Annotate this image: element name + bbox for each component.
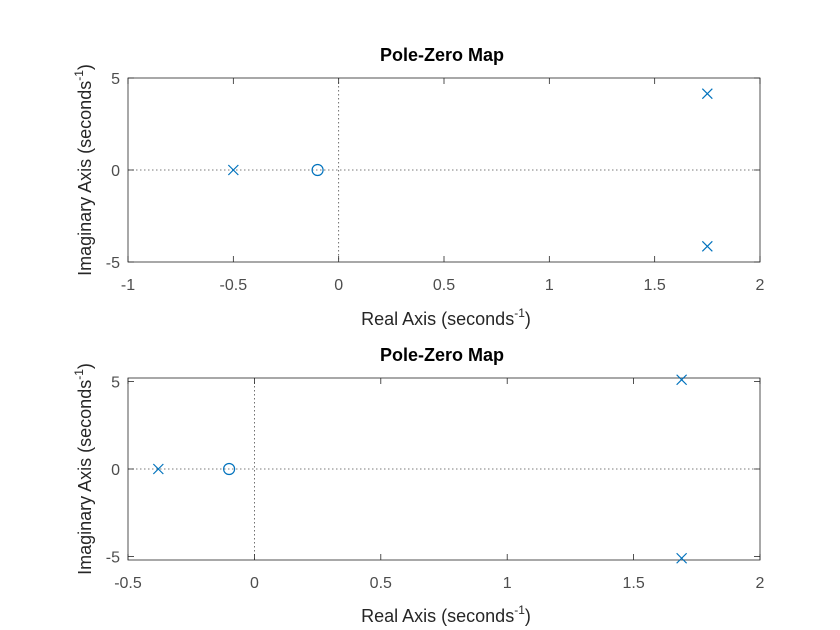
x-tick-label: 1.5 [644,277,666,294]
pole-marker [701,240,713,252]
pole-marker-stroke [701,240,713,252]
x-axis-label: Real Axis (seconds-1) [361,603,531,626]
pole-marker [227,164,239,176]
x-tick-label: -1 [121,277,135,294]
pole-marker-stroke [152,463,164,475]
x-tick-label: 0 [250,575,259,592]
x-tick-label: 0 [334,277,343,294]
pole-marker-stroke [676,374,688,386]
x-tick-label: -0.5 [220,277,248,294]
pole-marker [676,552,688,564]
pole-marker [676,374,688,386]
y-tick-label: 5 [111,71,120,88]
y-tick-label: -5 [106,255,120,272]
x-tick-label: 1 [503,575,512,592]
plot-title: Pole-Zero Map [380,45,504,65]
x-tick-label: 1.5 [622,575,644,592]
y-tick-label: -5 [106,550,120,567]
zero-marker [223,462,236,476]
pole-marker [701,88,713,100]
x-axis-label: Real Axis (seconds-1) [361,306,531,329]
plot-title: Pole-Zero Map [380,345,504,365]
y-axis-label: Imaginary Axis (seconds-1) [72,363,95,575]
y-tick-label: 0 [111,163,120,180]
pole-marker [152,463,164,475]
x-tick-label: 1 [545,277,554,294]
x-tick-label: 2 [756,575,765,592]
pole-marker-stroke [676,552,688,564]
y-tick-label: 5 [111,375,120,392]
x-tick-label: 0.5 [370,575,392,592]
x-tick-label: -0.5 [114,575,142,592]
pole-marker-stroke [227,164,239,176]
pole-marker-stroke [701,88,713,100]
x-tick-label: 0.5 [433,277,455,294]
y-tick-label: 0 [111,462,120,479]
y-axis-label: Imaginary Axis (seconds-1) [72,64,95,276]
zero-marker [311,163,324,177]
pole-zero-plot-bottom: Pole-Zero Map -0.5 0 0.5 1 1.5 2 -5 0 5 Real Axis… [72,345,765,626]
x-tick-label: 2 [756,277,765,294]
pole-zero-plot-top: Pole-Zero Map -1 -0.5 0 0.5 1 1.5 2 -5 0 5 Real Ax… [72,45,765,329]
